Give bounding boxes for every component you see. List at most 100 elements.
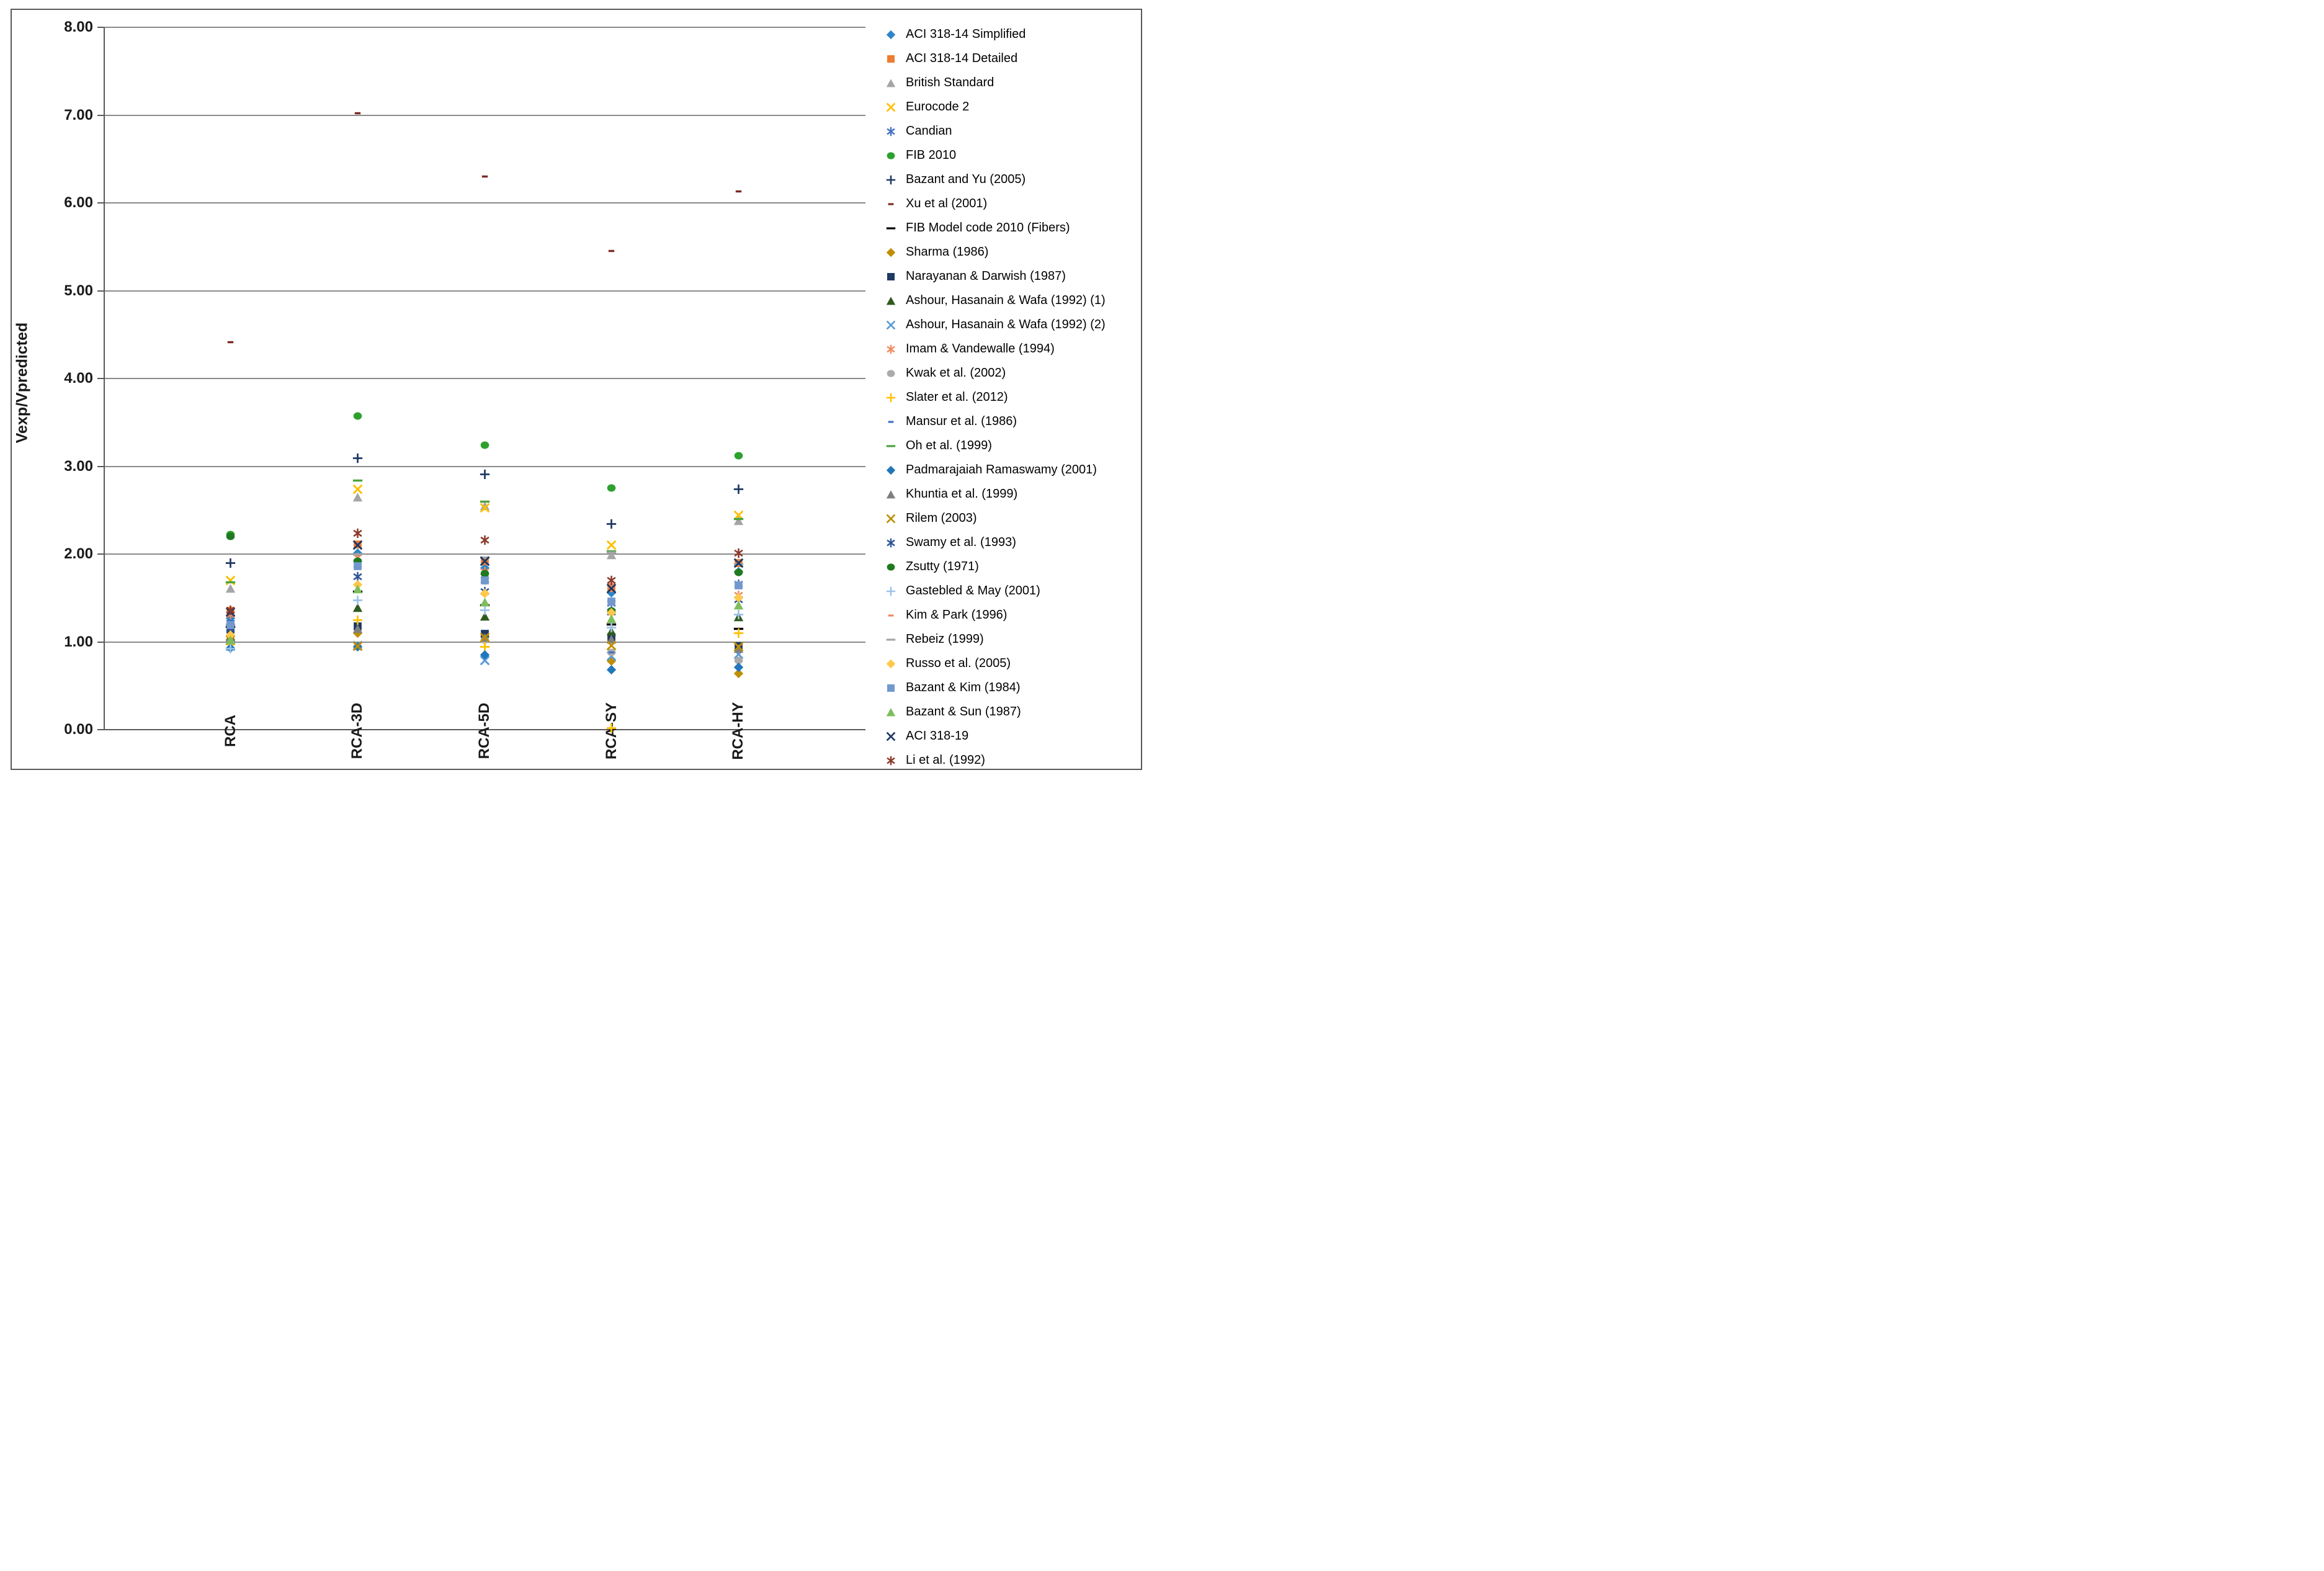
longdash-marker-icon xyxy=(886,441,902,451)
legend-item: Eurocode 2 xyxy=(886,95,1146,119)
x-marker-icon xyxy=(886,732,902,741)
x-axis-label: RCA xyxy=(221,715,239,747)
y-axis-tick xyxy=(97,378,104,379)
y-axis-tick xyxy=(97,290,104,292)
gridline xyxy=(104,27,865,28)
y-tick-label: 1.00 xyxy=(64,633,93,650)
data-point xyxy=(607,635,617,644)
circle-marker-icon xyxy=(886,562,902,572)
legend-item: Padmarajaiah Ramaswamy (2001) xyxy=(886,458,1146,482)
legend-item-label: Eurocode 2 xyxy=(906,100,970,114)
legend-item-label: ACI 318-14 Detailed xyxy=(906,51,1018,65)
legend-item-label: Rilem (2003) xyxy=(906,511,977,525)
x-axis-label: RCA-5D xyxy=(476,702,493,759)
data-point xyxy=(480,503,489,512)
data-point xyxy=(607,608,617,618)
data-point xyxy=(608,250,615,253)
legend-item-label: FIB 2010 xyxy=(906,148,957,162)
y-axis-tick xyxy=(97,114,104,116)
y-tick-label: 6.00 xyxy=(64,194,93,211)
data-point xyxy=(733,593,743,603)
legend-item-label: Swamy et al. (1993) xyxy=(906,535,1016,549)
data-point xyxy=(480,655,489,666)
data-point xyxy=(733,600,743,609)
legend-item-label: Narayanan & Darwish (1987) xyxy=(906,269,1066,283)
data-point xyxy=(733,558,744,568)
legend-item-label: Rebeiz (1999) xyxy=(906,632,984,646)
x-marker-icon xyxy=(886,102,902,112)
diamond-marker-icon xyxy=(886,248,902,257)
y-axis-tick xyxy=(97,202,104,204)
legend-item: Candian xyxy=(886,119,1146,143)
legend-item-label: Gastebled & May (2001) xyxy=(906,584,1040,598)
y-tick-label: 0.00 xyxy=(64,721,93,738)
gridline xyxy=(104,202,865,204)
plot-area: Vexp/Vpredicted 0.00 1.00 2.00 3.00 4.00 5.00… xyxy=(0,0,1162,786)
legend-item: Russo et al. (2005) xyxy=(886,651,1146,676)
legend-item-label: Li et al. (1992) xyxy=(906,753,985,767)
y-tick-label: 4.00 xyxy=(64,370,93,387)
legend-item: Oh et al. (1999) xyxy=(886,434,1146,458)
data-point xyxy=(480,589,489,599)
legend-item: Imam & Vandewalle (1994) xyxy=(886,337,1146,361)
gridline xyxy=(104,114,865,116)
legend-item-label: FIB Model code 2010 (Fibers) xyxy=(906,221,1070,235)
data-point xyxy=(608,651,615,654)
legend-item: Rebeiz (1999) xyxy=(886,627,1146,651)
data-point xyxy=(353,528,362,538)
x-axis-line xyxy=(104,729,865,730)
asterisk-marker-icon xyxy=(886,538,902,548)
gridline xyxy=(104,290,865,292)
legend-item: Xu et al (2001) xyxy=(886,192,1146,216)
data-point xyxy=(352,492,362,501)
square-marker-icon xyxy=(886,54,902,64)
data-point xyxy=(734,452,743,460)
legend-item: Mansur et al. (1986) xyxy=(886,410,1146,434)
y-tick-label: 3.00 xyxy=(64,457,93,475)
asterisk-marker-icon xyxy=(886,127,902,137)
data-point xyxy=(352,624,362,633)
legend-item-label: Sharma (1986) xyxy=(906,245,989,259)
legend-item: Li et al. (1992) xyxy=(886,748,1146,772)
data-point xyxy=(733,628,743,638)
data-point xyxy=(733,642,744,652)
legend-item-label: Kim & Park (1996) xyxy=(906,608,1008,622)
data-point xyxy=(607,588,617,598)
data-point xyxy=(480,605,489,615)
data-point xyxy=(607,723,617,733)
legend-item-label: ACI 318-19 xyxy=(906,729,969,743)
data-point xyxy=(733,563,743,566)
data-point xyxy=(480,469,489,479)
legend-item-label: Bazant & Sun (1987) xyxy=(906,705,1021,718)
data-point xyxy=(480,598,489,607)
data-point xyxy=(733,484,743,494)
triangle-marker-icon xyxy=(886,707,902,717)
legend-item-label: British Standard xyxy=(906,76,994,89)
diamond-marker-icon xyxy=(886,465,902,475)
data-point xyxy=(481,175,488,178)
data-point xyxy=(352,615,362,625)
data-point xyxy=(480,500,489,503)
chart-figure: Vexp/Vpredicted 0.00 1.00 2.00 3.00 4.00 5.00… xyxy=(0,0,1162,786)
data-point xyxy=(606,540,617,550)
legend: ACI 318-14 Simplified ACI 318-14 Detailed… xyxy=(886,22,1146,772)
data-point xyxy=(735,190,742,193)
legend-item: ACI 318-19 xyxy=(886,724,1146,748)
square-marker-icon xyxy=(886,683,902,693)
dash-marker-icon xyxy=(886,417,902,427)
data-point xyxy=(607,484,616,492)
data-point xyxy=(353,562,362,571)
y-axis-tick xyxy=(97,553,104,555)
legend-item: Sharma (1986) xyxy=(886,240,1146,264)
legend-item: Bazant and Yu (2005) xyxy=(886,168,1146,192)
data-point xyxy=(352,454,362,463)
data-point xyxy=(226,605,235,615)
legend-item: British Standard xyxy=(886,71,1146,95)
triangle-marker-icon xyxy=(886,78,902,88)
legend-item-label: Mansur et al. (1986) xyxy=(906,414,1017,428)
dash-marker-icon xyxy=(886,199,902,209)
data-point xyxy=(480,650,489,660)
legend-item-label: Bazant & Kim (1984) xyxy=(906,681,1021,694)
diamond-marker-icon xyxy=(886,659,902,669)
legend-item-label: Ashour, Hasanain & Wafa (1992) (1) xyxy=(906,293,1106,307)
